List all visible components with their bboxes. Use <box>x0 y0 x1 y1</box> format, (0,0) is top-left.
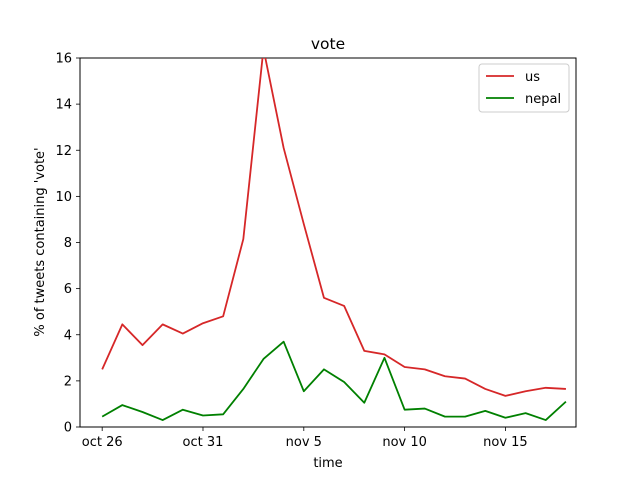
y-axis-title: % of tweets containing 'vote' <box>33 147 48 336</box>
y-tick-label: 0 <box>64 421 72 436</box>
series-line-nepal <box>101 340 567 421</box>
legend-label-us: us <box>525 70 540 85</box>
y-tick-label: 4 <box>64 328 72 343</box>
x-tick-label: nov 10 <box>382 435 427 450</box>
x-axis: oct 26 oct 31 nov 5 nov 10 nov 15 <box>82 427 528 450</box>
x-axis-title: time <box>313 456 342 471</box>
y-tick-label: 10 <box>55 190 72 205</box>
plot-area <box>79 57 577 428</box>
x-tick-label: oct 26 <box>82 435 123 450</box>
y-tick-label: 14 <box>55 98 72 113</box>
x-tick-label: nov 15 <box>483 435 528 450</box>
y-tick-label: 2 <box>64 374 72 389</box>
x-tick-label: nov 5 <box>286 435 322 450</box>
y-tick-label: 16 <box>55 52 72 67</box>
plot-frame <box>79 57 577 428</box>
y-tick-label: 6 <box>64 282 72 297</box>
series-line-us <box>101 58 566 397</box>
y-axis: 0 2 4 6 8 10 12 14 16 <box>55 52 80 436</box>
y-tick-label: 8 <box>64 236 72 251</box>
x-tick-label: oct 31 <box>183 435 224 450</box>
chart-title: vote <box>311 35 345 53</box>
y-tick-label: 12 <box>55 144 72 159</box>
legend: us nepal <box>478 63 570 113</box>
legend-label-nepal: nepal <box>525 92 561 107</box>
